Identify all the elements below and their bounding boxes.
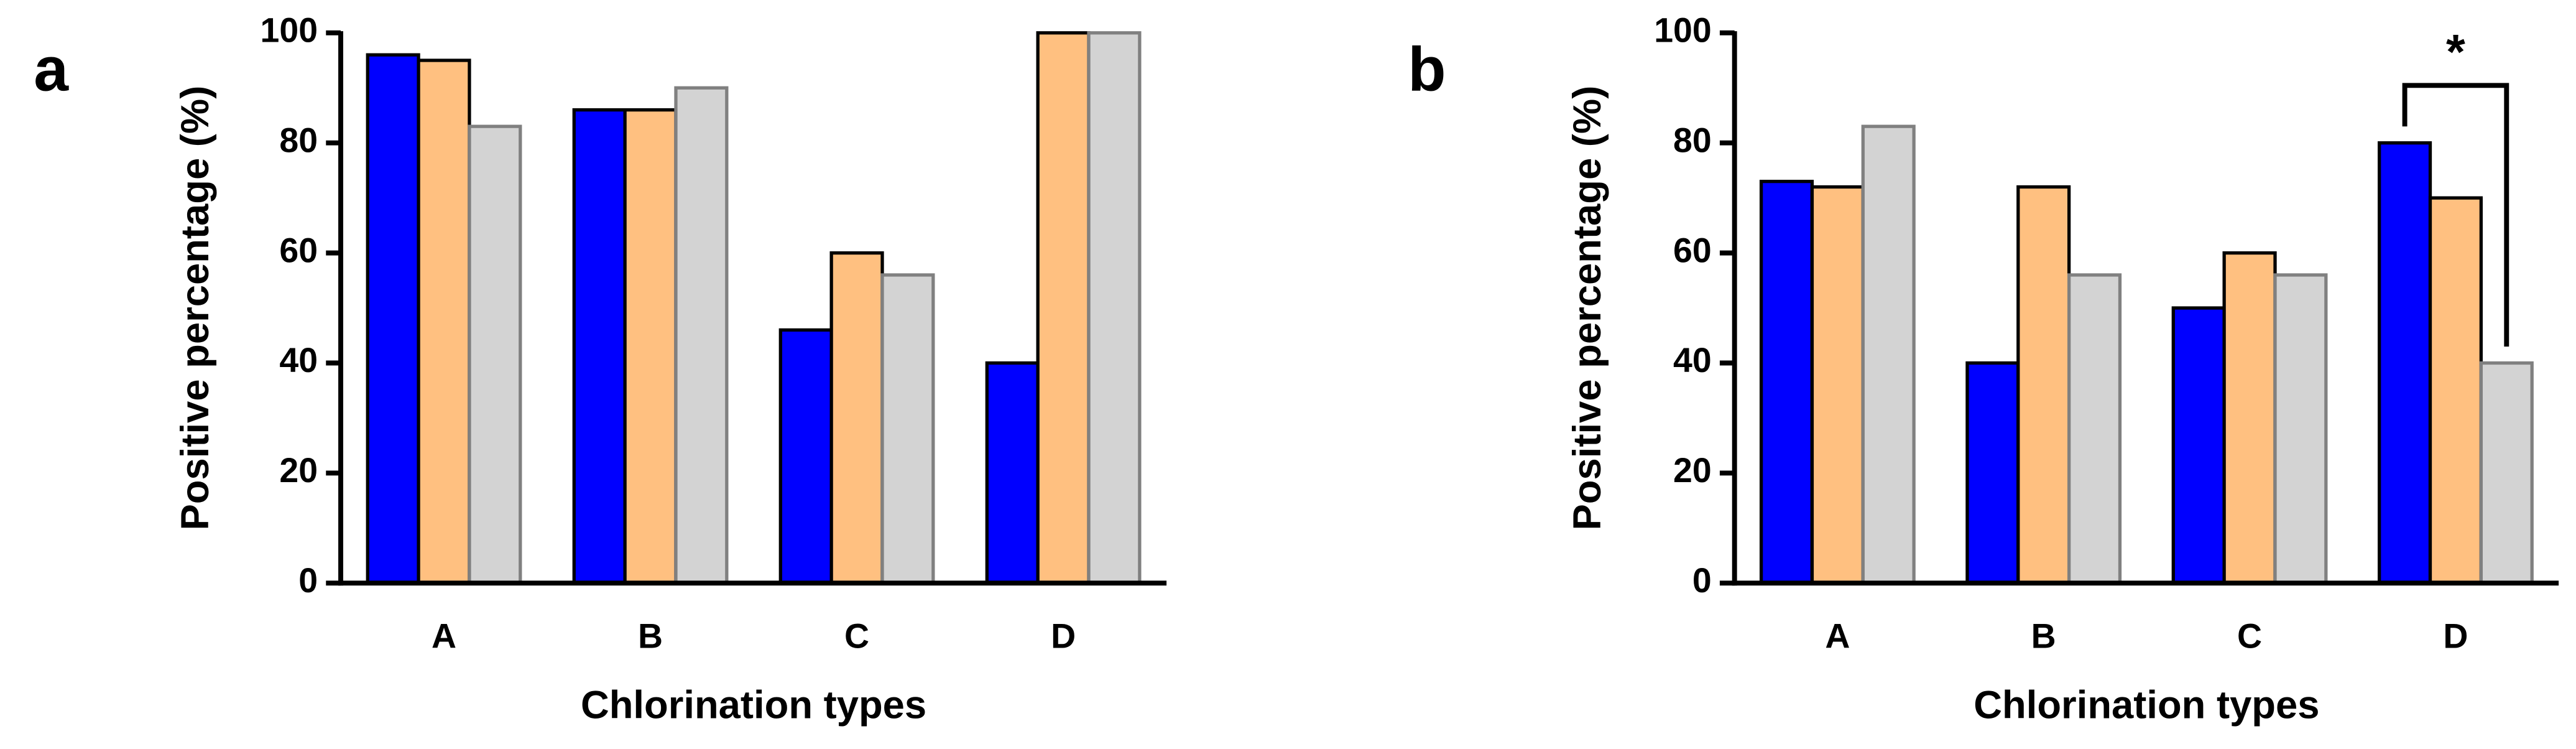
y-tick-label: 0 <box>298 561 318 600</box>
x-tick-label: D <box>2443 617 2468 656</box>
x-axis-title: Chlorination types <box>581 684 926 727</box>
y-axis-title: Positive percentage (%) <box>173 86 217 531</box>
x-tick-label: C <box>844 617 869 656</box>
y-tick-label: 20 <box>279 451 318 490</box>
bar <box>1087 31 1142 585</box>
x-tick-label: C <box>2237 617 2262 656</box>
bar <box>1861 124 1916 585</box>
bar <box>880 273 935 585</box>
y-axis-title: Positive percentage (%) <box>1566 86 1609 531</box>
bar <box>2479 361 2534 585</box>
y-tick-label: 0 <box>1692 561 1712 600</box>
x-tick-label: A <box>1825 617 1850 656</box>
bar <box>778 328 833 585</box>
y-tick-label: 80 <box>279 121 318 159</box>
bar <box>2378 141 2432 585</box>
bar <box>674 86 729 585</box>
y-tick-label: 100 <box>1654 11 1711 49</box>
bar <box>1965 361 2020 585</box>
bar <box>623 108 678 585</box>
bar <box>2067 273 2122 585</box>
bar <box>2222 251 2277 585</box>
bar <box>468 124 522 585</box>
annotation: * <box>2446 24 2465 80</box>
bar <box>985 361 1040 585</box>
y-tick-label: 20 <box>1673 451 1712 490</box>
y-tick-label: 100 <box>261 11 318 49</box>
y-tick-label: 60 <box>1673 231 1712 269</box>
panel-label: b <box>1408 34 1446 104</box>
panel-label: a <box>34 34 69 104</box>
x-axis-title: Chlorination types <box>1974 684 2319 727</box>
x-tick-label: A <box>432 617 456 656</box>
bar <box>2171 306 2226 585</box>
y-tick-label: 60 <box>279 231 318 269</box>
significance-bracket <box>2402 83 2509 347</box>
x-tick-label: D <box>1051 617 1076 656</box>
bar <box>1036 31 1091 585</box>
bar <box>829 251 884 585</box>
bar <box>2428 196 2483 585</box>
bar <box>2016 185 2071 585</box>
bar <box>1810 185 1865 585</box>
y-tick-label: 80 <box>1673 121 1712 159</box>
bar <box>366 53 420 585</box>
y-tick-label: 40 <box>1673 341 1712 379</box>
x-tick-label: B <box>2031 617 2056 656</box>
bar <box>572 108 627 585</box>
bar <box>1759 179 1814 585</box>
y-tick-label: 40 <box>279 341 318 379</box>
x-tick-label: B <box>638 617 663 656</box>
bar <box>2273 273 2328 585</box>
bar <box>417 58 471 585</box>
